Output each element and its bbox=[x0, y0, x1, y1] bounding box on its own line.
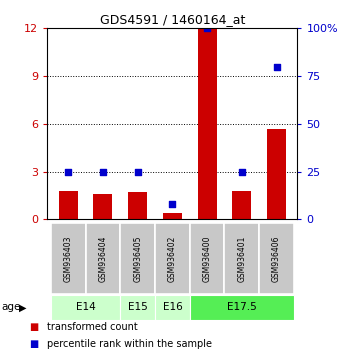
Text: E16: E16 bbox=[163, 302, 182, 313]
Point bbox=[135, 169, 140, 175]
FancyBboxPatch shape bbox=[51, 295, 120, 320]
Bar bbox=[232, 191, 251, 219]
Text: E17.5: E17.5 bbox=[227, 302, 257, 313]
Text: GSM936403: GSM936403 bbox=[64, 235, 73, 282]
FancyBboxPatch shape bbox=[190, 223, 224, 294]
FancyBboxPatch shape bbox=[224, 223, 259, 294]
Point bbox=[239, 169, 245, 175]
FancyBboxPatch shape bbox=[155, 223, 190, 294]
FancyBboxPatch shape bbox=[259, 223, 294, 294]
Text: GSM936402: GSM936402 bbox=[168, 235, 177, 282]
Text: percentile rank within the sample: percentile rank within the sample bbox=[47, 339, 212, 349]
FancyBboxPatch shape bbox=[120, 223, 155, 294]
Title: GDS4591 / 1460164_at: GDS4591 / 1460164_at bbox=[100, 13, 245, 26]
Text: ■: ■ bbox=[29, 339, 39, 349]
Text: GSM936405: GSM936405 bbox=[133, 235, 142, 282]
Text: GSM936400: GSM936400 bbox=[202, 235, 212, 282]
Bar bbox=[58, 191, 78, 219]
Bar bbox=[128, 193, 147, 219]
Bar bbox=[198, 28, 217, 219]
Text: GSM936401: GSM936401 bbox=[237, 235, 246, 282]
FancyBboxPatch shape bbox=[51, 223, 86, 294]
Point bbox=[204, 25, 210, 31]
FancyBboxPatch shape bbox=[155, 295, 190, 320]
Text: age: age bbox=[2, 302, 21, 313]
FancyBboxPatch shape bbox=[120, 295, 155, 320]
Text: transformed count: transformed count bbox=[47, 322, 138, 332]
Point bbox=[100, 169, 105, 175]
Point bbox=[170, 201, 175, 207]
Text: E14: E14 bbox=[76, 302, 95, 313]
Bar bbox=[93, 194, 113, 219]
Point bbox=[66, 169, 71, 175]
Text: GSM936406: GSM936406 bbox=[272, 235, 281, 282]
Text: GSM936404: GSM936404 bbox=[98, 235, 107, 282]
Bar bbox=[163, 213, 182, 219]
Text: ▶: ▶ bbox=[19, 302, 26, 313]
Text: ■: ■ bbox=[29, 322, 39, 332]
FancyBboxPatch shape bbox=[190, 295, 294, 320]
FancyBboxPatch shape bbox=[86, 223, 120, 294]
Point bbox=[274, 64, 279, 69]
Bar bbox=[267, 129, 286, 219]
Text: E15: E15 bbox=[128, 302, 147, 313]
